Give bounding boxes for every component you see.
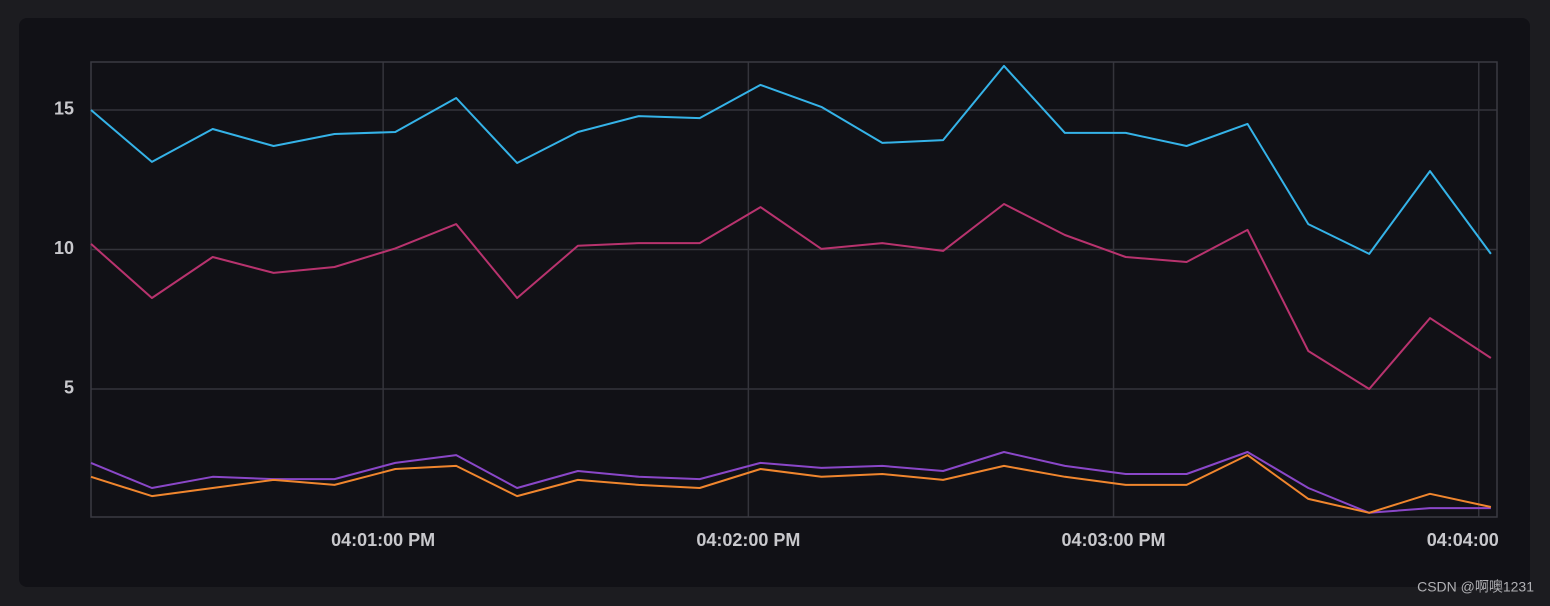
series-line [90, 451, 1491, 514]
x-tick-label: 04:03:00 PM [1062, 530, 1166, 550]
y-tick-label: 10 [54, 238, 74, 258]
x-tick-label: 04:02:00 PM [696, 530, 800, 550]
panel [19, 18, 1530, 587]
series-line [90, 203, 1492, 390]
y-tick-label: 15 [54, 99, 74, 119]
lines [90, 64, 1492, 514]
x-axis: 04:01:00 PM 04:02:00 PM 04:03:00 PM 04:04:0… [331, 530, 1531, 550]
y-tick-label: 5 [64, 378, 74, 398]
x-tick-label: 04:01:00 PM [331, 530, 435, 550]
watermark: CSDN @啊噢1231 [1417, 579, 1534, 595]
series-line [90, 64, 1492, 255]
series-line [90, 454, 1492, 514]
y-axis: 5 10 15 [54, 99, 74, 398]
plot-border [90, 61, 1498, 518]
x-tick-label: 04:04:00 PM [1427, 530, 1531, 550]
grid [91, 62, 1497, 517]
